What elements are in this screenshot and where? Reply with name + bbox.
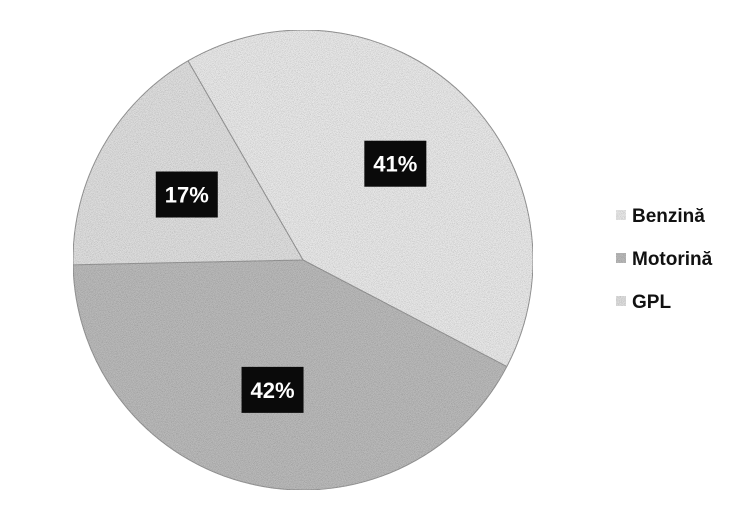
- data-label-value: 42%: [251, 378, 295, 403]
- data-label-gpl: 17%: [155, 171, 218, 218]
- data-label-value: 17%: [165, 183, 209, 208]
- legend-item-benzină: Benzină: [616, 206, 705, 227]
- legend-item-gpl: GPL: [616, 292, 671, 313]
- data-label-box: [155, 171, 218, 218]
- legend-swatch: [616, 210, 626, 220]
- data-label-box: [364, 140, 427, 187]
- data-label-motorină: 42%: [241, 366, 304, 413]
- pie-slices: [72, 29, 534, 491]
- legend-label: GPL: [632, 292, 671, 313]
- data-label-benzină: 41%: [364, 140, 427, 187]
- pie-slice-gpl: [72, 60, 304, 266]
- data-labels: 41% 42% 17%: [155, 140, 427, 413]
- legend-label: Motorină: [632, 249, 713, 270]
- legend-swatch: [616, 253, 626, 263]
- data-label-box: [241, 366, 304, 413]
- legend-swatch: [616, 296, 626, 306]
- legend: Benzină Motorină GPL: [616, 206, 713, 313]
- legend-item-motorină: Motorină: [616, 249, 713, 270]
- legend-label: Benzină: [632, 206, 705, 227]
- data-label-value: 41%: [373, 152, 417, 177]
- pie-slice-benzină: [187, 29, 534, 368]
